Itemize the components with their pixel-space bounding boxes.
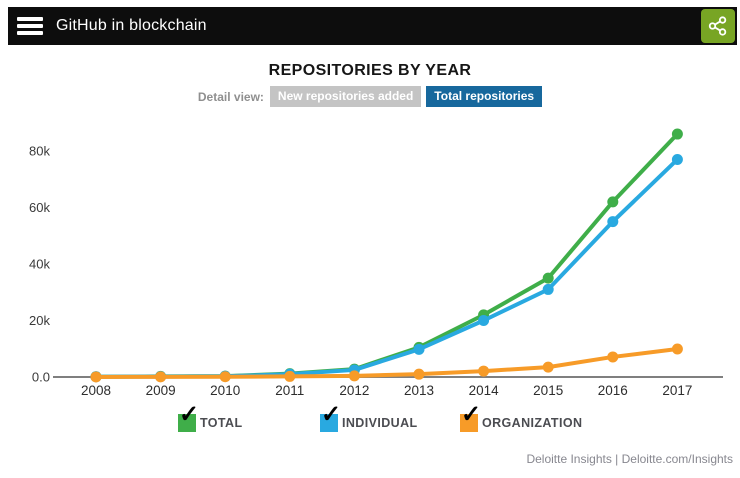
data-point-total-2017[interactable] (671, 128, 683, 140)
x-axis-tick: 2011 (275, 383, 304, 398)
series-line-individual (95, 158, 679, 379)
data-point-individual-2016[interactable] (607, 216, 619, 228)
y-axis-tick: 0.0 (32, 370, 50, 385)
data-point-organization-2014[interactable] (478, 365, 490, 377)
data-point-total-2015[interactable] (542, 272, 554, 284)
x-axis-tick: 2015 (533, 383, 563, 398)
x-axis-tick: 2009 (146, 383, 176, 398)
y-axis-tick: 20k (29, 313, 50, 328)
data-point-organization-2011[interactable] (284, 370, 296, 382)
checkmark-icon: ✓ (179, 401, 200, 428)
data-point-organization-2010[interactable] (219, 371, 231, 383)
data-point-organization-2016[interactable] (607, 351, 619, 363)
x-axis-tick: 2010 (210, 383, 240, 398)
data-point-organization-2008[interactable] (90, 371, 102, 383)
legend-label: TOTAL (200, 416, 243, 430)
hamburger-bar (17, 17, 43, 21)
hamburger-menu-icon[interactable] (17, 14, 43, 38)
share-button[interactable] (701, 9, 735, 43)
toggle-total-repositories[interactable]: Total repositories (426, 86, 543, 107)
data-point-organization-2017[interactable] (671, 343, 683, 355)
detail-view-label: Detail view: (197, 89, 264, 104)
data-point-organization-2012[interactable] (348, 370, 360, 382)
data-point-individual-2017[interactable] (671, 153, 683, 165)
legend-label: ORGANIZATION (482, 416, 583, 430)
data-point-individual-2014[interactable] (478, 315, 490, 326)
y-axis-tick: 60k (29, 200, 50, 215)
chart-svg: 0.0 20k 40k 60k 80k 2008 2009 2010 2011 2012 2013 2… (29, 128, 723, 398)
legend-label: INDIVIDUAL (342, 416, 418, 430)
checkbox-individual: ✓ (320, 403, 341, 432)
data-point-organization-2015[interactable] (542, 361, 554, 373)
toggle-new-repositories[interactable]: New repositories added (269, 86, 422, 107)
x-axis-tick: 2008 (81, 383, 111, 398)
footer-credit: Deloitte Insights | Deloitte.com/Insight… (526, 452, 733, 466)
x-axis-tick: 2013 (404, 383, 434, 398)
data-point-organization-2013[interactable] (413, 368, 425, 380)
x-axis-tick: 2016 (598, 383, 628, 398)
series-line-organization (95, 347, 678, 379)
legend-item-individual[interactable]: ✓ INDIVIDUAL (320, 403, 418, 432)
y-axis-tick: 40k (29, 257, 50, 272)
share-icon (708, 16, 727, 36)
x-axis-tick: 2012 (339, 383, 369, 398)
chart-title: REPOSITORIES BY YEAR (268, 62, 472, 79)
y-axis-tick: 80k (29, 144, 50, 159)
data-point-total-2016[interactable] (607, 196, 619, 208)
checkmark-icon: ✓ (461, 401, 482, 428)
checkmark-icon: ✓ (321, 401, 342, 428)
data-point-individual-2015[interactable] (542, 283, 554, 295)
legend-item-organization[interactable]: ✓ ORGANIZATION (460, 403, 583, 432)
header-title: GitHub in blockchain (56, 17, 207, 34)
legend-item-total[interactable]: ✓ TOTAL (178, 403, 243, 432)
detail-view-row: Detail view: New repositories added Tota… (0, 86, 740, 107)
header-bar: GitHub in blockchain (8, 7, 737, 45)
x-axis-tick: 2014 (469, 383, 500, 398)
hamburger-bar (17, 24, 43, 28)
data-point-organization-2009[interactable] (155, 371, 167, 383)
series-line-total (95, 132, 679, 379)
chart-legend: ✓ TOTAL ✓ INDIVIDUAL ✓ ORGANIZATION (0, 403, 740, 446)
data-point-individual-2013[interactable] (413, 343, 425, 355)
checkbox-total: ✓ (178, 403, 199, 432)
x-axis-tick: 2017 (662, 383, 692, 398)
hamburger-bar (17, 31, 43, 35)
checkbox-organization: ✓ (460, 403, 481, 432)
